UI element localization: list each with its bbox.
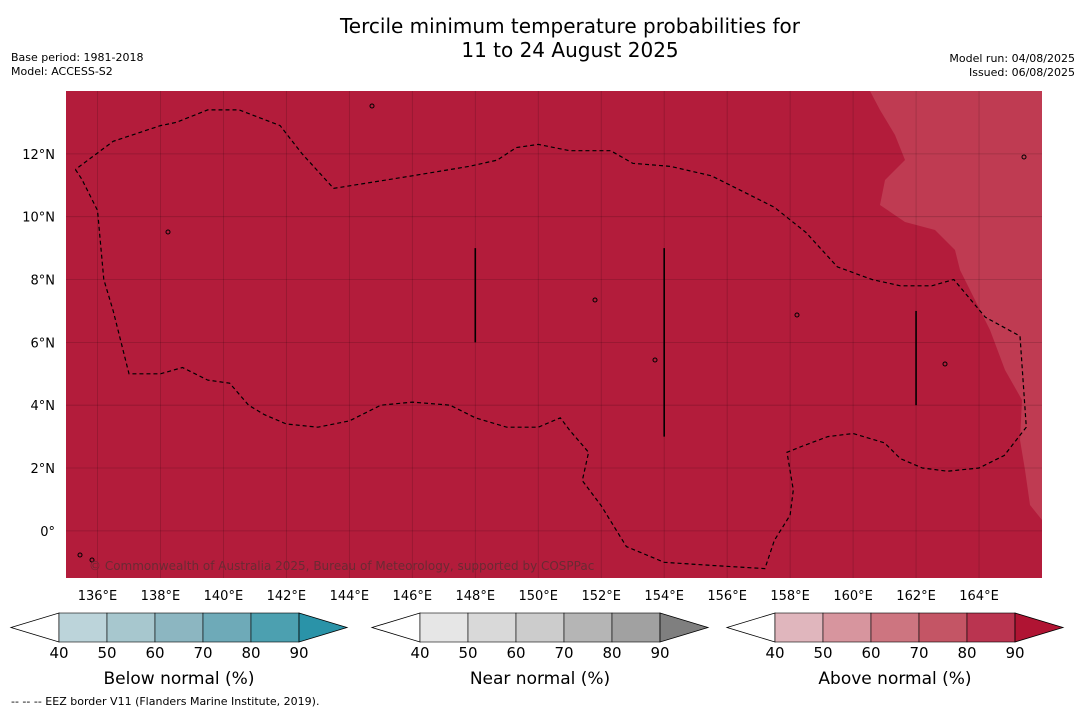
lat-tick-label: 12°N: [22, 148, 55, 163]
meta-right: Model run: 04/08/2025 Issued: 06/08/2025: [949, 52, 1075, 80]
meta-left: Base period: 1981-2018 Model: ACCESS-S2: [11, 51, 143, 79]
island-outline: [652, 357, 658, 363]
island-outline: [165, 229, 171, 235]
map-plot-area: © Commonwealth of Australia 2025, Bureau…: [66, 91, 1042, 578]
colorbar-under-triangle: [9, 612, 60, 643]
colorbar-tick-label: 70: [909, 644, 928, 662]
lat-tick-label: 2°N: [31, 462, 56, 477]
island-outline: [592, 297, 598, 303]
issued-date: Issued: 06/08/2025: [968, 66, 1075, 79]
copyright-notice: © Commonwealth of Australia 2025, Bureau…: [89, 559, 594, 573]
lon-tick-label: 138°E: [141, 589, 181, 604]
colorbar-tick-label: 40: [49, 644, 68, 662]
lat-tick-label: 10°N: [22, 211, 55, 226]
lon-tick-label: 160°E: [833, 589, 873, 604]
map-title: Tercile minimum temperature probabilitie…: [0, 14, 1085, 62]
lon-tick-label: 142°E: [267, 589, 307, 604]
colorbar-segment: [467, 612, 517, 643]
lon-tick-label: 158°E: [770, 589, 810, 604]
coastlines: [77, 103, 1027, 563]
lon-tick-label: 164°E: [959, 589, 999, 604]
eez-border: [74, 109, 1027, 570]
colorbar-tick-label: 50: [97, 644, 116, 662]
colorbar-over-triangle: [659, 612, 710, 643]
island-outline: [89, 557, 95, 563]
colorbar-under-triangle: [725, 612, 776, 643]
colorbar-segment: [774, 612, 824, 643]
colorbar-segment: [822, 612, 872, 643]
probability-field-80-90: [870, 91, 1042, 520]
model-run: Model run: 04/08/2025: [949, 52, 1075, 65]
colorbar-segment: [515, 612, 565, 643]
lat-tick-label: 6°N: [31, 336, 56, 351]
lon-tick-label: 148°E: [456, 589, 496, 604]
colorbar-segment: [419, 612, 469, 643]
colorbar-segment: [563, 612, 613, 643]
colorbar-tick-label: 80: [241, 644, 260, 662]
colorbar-3: 40 50 60 70 80 90 Above normal (%): [725, 612, 1065, 689]
colorbar-legends: 40 50 60 70 80 90 Below normal (%) 40 50 60 70 80 90…: [9, 612, 1065, 689]
colorbar-segment: [966, 612, 1016, 643]
colorbar-1: 40 50 60 70 80 90 Below normal (%): [9, 612, 349, 689]
colorbar-segment: [106, 612, 156, 643]
island-outline: [77, 552, 83, 558]
colorbar-tick-label: 80: [602, 644, 621, 662]
colorbar-tick-label: 60: [145, 644, 164, 662]
probability-field: [66, 91, 1042, 578]
island-outline: [942, 361, 948, 367]
colorbar-tick-label: 70: [193, 644, 212, 662]
colorbar-segment: [250, 612, 300, 643]
lon-tick-label: 146°E: [393, 589, 433, 604]
longitude-tick-labels: 136°E 138°E 140°E 142°E 144°E 146°E 148°E 150°E…: [78, 589, 999, 604]
colorbar-tick-label: 40: [765, 644, 784, 662]
island-outline: [794, 312, 800, 318]
colorbar-segment: [918, 612, 968, 643]
island-outline: [1021, 154, 1027, 160]
eez-footnote: -- -- -- EEZ border V11 (Flanders Marine…: [11, 695, 320, 708]
colorbar-over-triangle: [298, 612, 349, 643]
title-line-2: 11 to 24 August 2025: [461, 38, 679, 62]
latitude-tick-labels: 12°N 10°N 8°N 6°N 4°N 2°N 0°: [22, 148, 55, 540]
colorbar-tick-label: 50: [813, 644, 832, 662]
base-period: Base period: 1981-2018: [11, 51, 144, 64]
lon-tick-label: 144°E: [330, 589, 370, 604]
model-name: Model: ACCESS-S2: [11, 65, 113, 78]
lat-tick-label: 0°: [40, 525, 55, 540]
lon-tick-label: 154°E: [644, 589, 684, 604]
lon-tick-label: 162°E: [896, 589, 936, 604]
lon-tick-label: 150°E: [518, 589, 558, 604]
colorbar-tick-label: 60: [861, 644, 880, 662]
lon-tick-label: 152°E: [581, 589, 621, 604]
lat-tick-label: 4°N: [31, 399, 56, 414]
colorbar-tick-label: 90: [650, 644, 669, 662]
colorbar-segment: [58, 612, 108, 643]
colorbar-tick-label: 70: [554, 644, 573, 662]
colorbar-segment: [202, 612, 252, 643]
colorbar-title: Near normal (%): [470, 669, 610, 689]
colorbar-segment: [611, 612, 661, 643]
lon-tick-label: 156°E: [707, 589, 747, 604]
island-outline: [369, 103, 375, 109]
colorbar-tick-label: 90: [289, 644, 308, 662]
lon-tick-label: 136°E: [78, 589, 118, 604]
colorbar-segment: [870, 612, 920, 643]
colorbar-title: Below normal (%): [104, 669, 255, 689]
colorbar-segment: [154, 612, 204, 643]
colorbar-tick-label: 90: [1005, 644, 1024, 662]
lon-tick-label: 140°E: [204, 589, 244, 604]
colorbar-tick-label: 50: [458, 644, 477, 662]
title-line-1: Tercile minimum temperature probabilitie…: [339, 14, 801, 38]
colorbar-tick-label: 60: [506, 644, 525, 662]
colorbar-tick-label: 40: [410, 644, 429, 662]
colorbar-under-triangle: [370, 612, 421, 643]
colorbar-2: 40 50 60 70 80 90 Near normal (%): [370, 612, 710, 689]
colorbar-title: Above normal (%): [818, 669, 971, 689]
colorbar-over-triangle: [1014, 612, 1065, 643]
lat-tick-label: 8°N: [31, 274, 56, 289]
colorbar-tick-label: 80: [957, 644, 976, 662]
